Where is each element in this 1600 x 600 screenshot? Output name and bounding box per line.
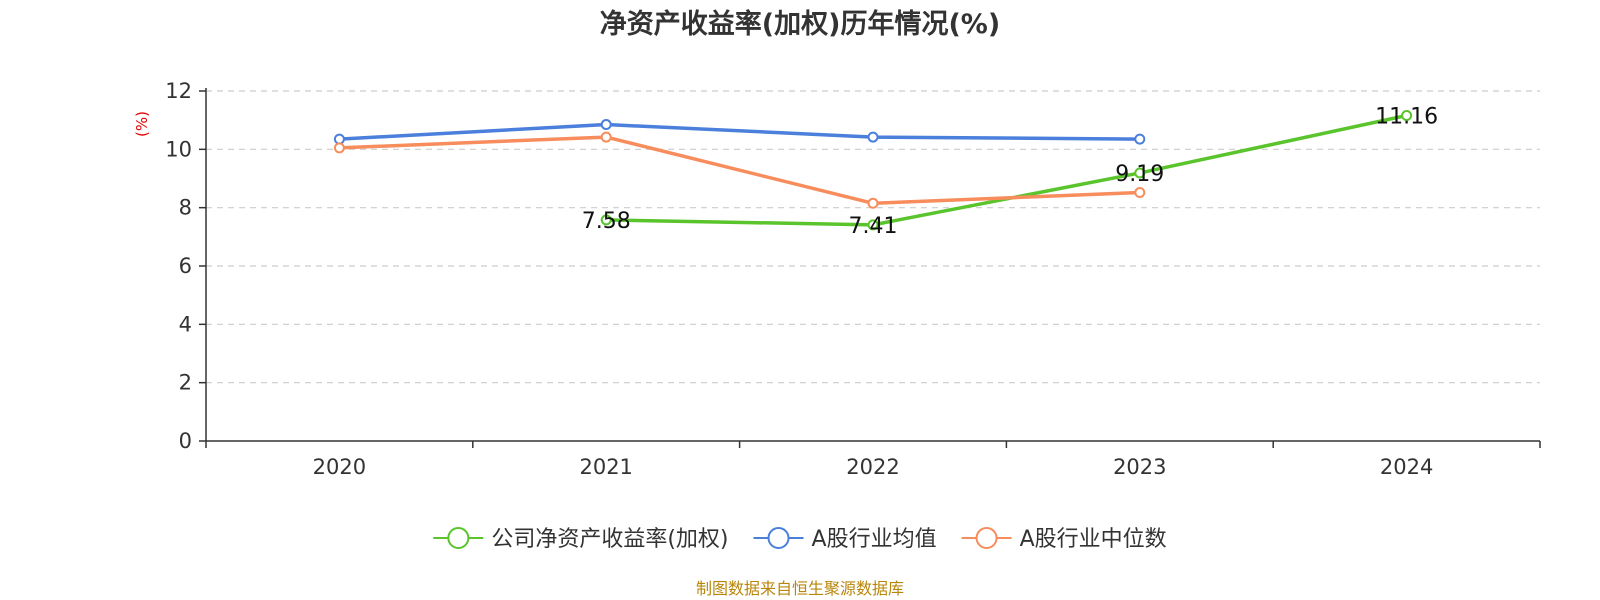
data-point xyxy=(1401,110,1413,121)
data-point xyxy=(600,119,612,131)
data-point xyxy=(333,133,345,145)
legend-item-0[interactable]: 公司净资产收益率(加权) xyxy=(433,527,729,552)
legend-item-2[interactable]: A股行业中位数 xyxy=(961,527,1167,552)
y-axis-label: (%) xyxy=(133,111,151,137)
data-label: 7.58 xyxy=(582,209,631,234)
data-point xyxy=(600,214,612,226)
legend-item-1[interactable]: A股行业均值 xyxy=(753,527,937,552)
y-tick-label: 6 xyxy=(179,254,192,278)
source-note: 制图数据来自恒生聚源数据库 xyxy=(696,579,904,598)
data-point xyxy=(1134,187,1146,198)
data-point xyxy=(1134,133,1146,145)
legend-swatch-marker xyxy=(447,527,470,549)
legend-swatch-marker xyxy=(767,527,790,549)
series-line xyxy=(339,122,1140,141)
x-tick-label: 2021 xyxy=(579,455,632,479)
x-tick-label: 2023 xyxy=(1113,455,1166,479)
legend-label: A股行业均值 xyxy=(812,527,937,552)
data-label: 11.16 xyxy=(1375,105,1438,130)
legend-label: 公司净资产收益率(加权) xyxy=(491,527,728,552)
x-tick-label: 2020 xyxy=(313,455,366,479)
series-2 xyxy=(333,131,1146,209)
x-tick-label: 2024 xyxy=(1380,455,1433,479)
series-line xyxy=(339,135,1140,206)
data-point xyxy=(600,131,612,143)
data-label: 7.41 xyxy=(849,214,898,239)
y-tick-label: 8 xyxy=(179,196,192,220)
series-layer xyxy=(333,110,1413,231)
data-point xyxy=(867,131,879,143)
data-point xyxy=(867,219,879,231)
x-tick-label: 2022 xyxy=(846,455,899,479)
data-label: 9.19 xyxy=(1115,162,1164,187)
data-point xyxy=(1134,167,1146,179)
y-tick-label: 12 xyxy=(165,79,192,103)
y-tick-label: 10 xyxy=(165,137,192,161)
chart-title: 净资产收益率(加权)历年情况(%) xyxy=(600,8,1000,40)
data-labels: 7.58 7.41 9.19 11.16 xyxy=(582,105,1438,239)
axes xyxy=(199,88,1541,448)
series-1 xyxy=(333,119,1146,145)
y-tick-label: 2 xyxy=(179,371,192,395)
y-tick-label: 4 xyxy=(179,312,192,336)
data-point xyxy=(333,142,345,154)
tick-labels: 0 2 4 6 8 10 12 2020 2021 2022 2023 2024 xyxy=(165,79,1433,479)
legend-label: A股行业中位数 xyxy=(1020,527,1167,552)
legend-swatch-marker xyxy=(975,527,998,549)
grid-lines xyxy=(206,90,1540,384)
legend[interactable]: 公司净资产收益率(加权) A股行业均值 A股行业中位数 xyxy=(433,527,1167,552)
data-point xyxy=(867,197,879,209)
y-tick-label: 0 xyxy=(179,429,192,453)
